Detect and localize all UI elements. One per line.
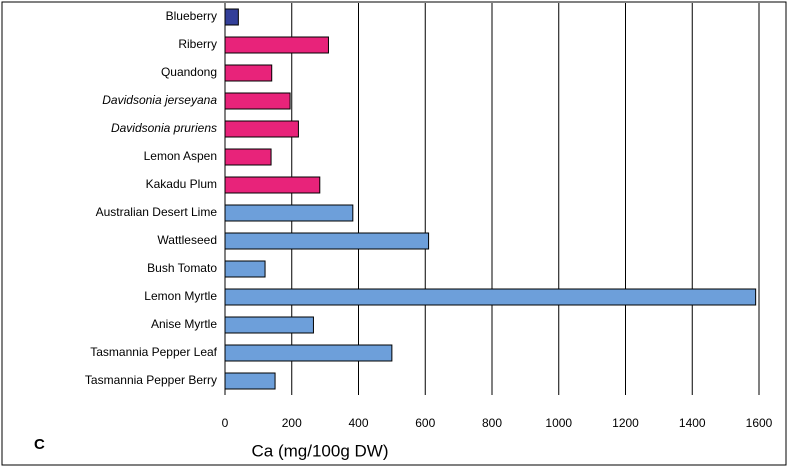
y-tick-label: Lemon Aspen xyxy=(144,149,217,163)
x-tick-label: 400 xyxy=(348,416,368,430)
bar xyxy=(224,64,273,82)
bar xyxy=(224,372,276,390)
y-tick-label: Blueberry xyxy=(166,9,217,23)
x-tick-label: 1000 xyxy=(545,416,572,430)
x-tick-label: 1600 xyxy=(746,416,773,430)
x-tick-label: 1200 xyxy=(612,416,639,430)
y-tick-label: Lemon Myrtle xyxy=(144,289,217,303)
x-tick-label: 0 xyxy=(222,416,229,430)
x-tick-label: 1400 xyxy=(679,416,706,430)
bar xyxy=(224,232,430,250)
x-tick-label: 200 xyxy=(282,416,302,430)
bar xyxy=(224,148,272,166)
bar xyxy=(224,176,321,194)
bar xyxy=(224,36,329,54)
x-axis-label: Ca (mg/100g DW) xyxy=(252,441,389,460)
y-tick-label: Kakadu Plum xyxy=(146,177,217,191)
x-tick-label: 600 xyxy=(415,416,435,430)
y-tick-label: Bush Tomato xyxy=(147,261,217,275)
y-tick-label: Wattleseed xyxy=(157,233,217,247)
y-tick-label: Anise Myrtle xyxy=(151,317,217,331)
bar xyxy=(224,204,354,222)
y-tick-label: Australian Desert Lime xyxy=(96,205,218,219)
y-tick-label: Davidsonia jerseyana xyxy=(102,93,217,107)
panel-label: C xyxy=(34,436,45,453)
bar xyxy=(224,120,299,138)
bar xyxy=(224,344,393,362)
y-tick-label: Tasmannia Pepper Berry xyxy=(85,373,217,387)
bar xyxy=(224,260,266,278)
x-tick-label: 800 xyxy=(482,416,502,430)
y-tick-label: Tasmannia Pepper Leaf xyxy=(90,345,217,359)
bar xyxy=(224,8,239,26)
y-tick-label: Davidsonia pruriens xyxy=(111,121,217,135)
bar xyxy=(224,92,291,110)
bar xyxy=(224,288,757,306)
bar xyxy=(224,316,314,334)
y-tick-label: Riberry xyxy=(178,37,217,51)
y-tick-label: Quandong xyxy=(161,65,217,79)
